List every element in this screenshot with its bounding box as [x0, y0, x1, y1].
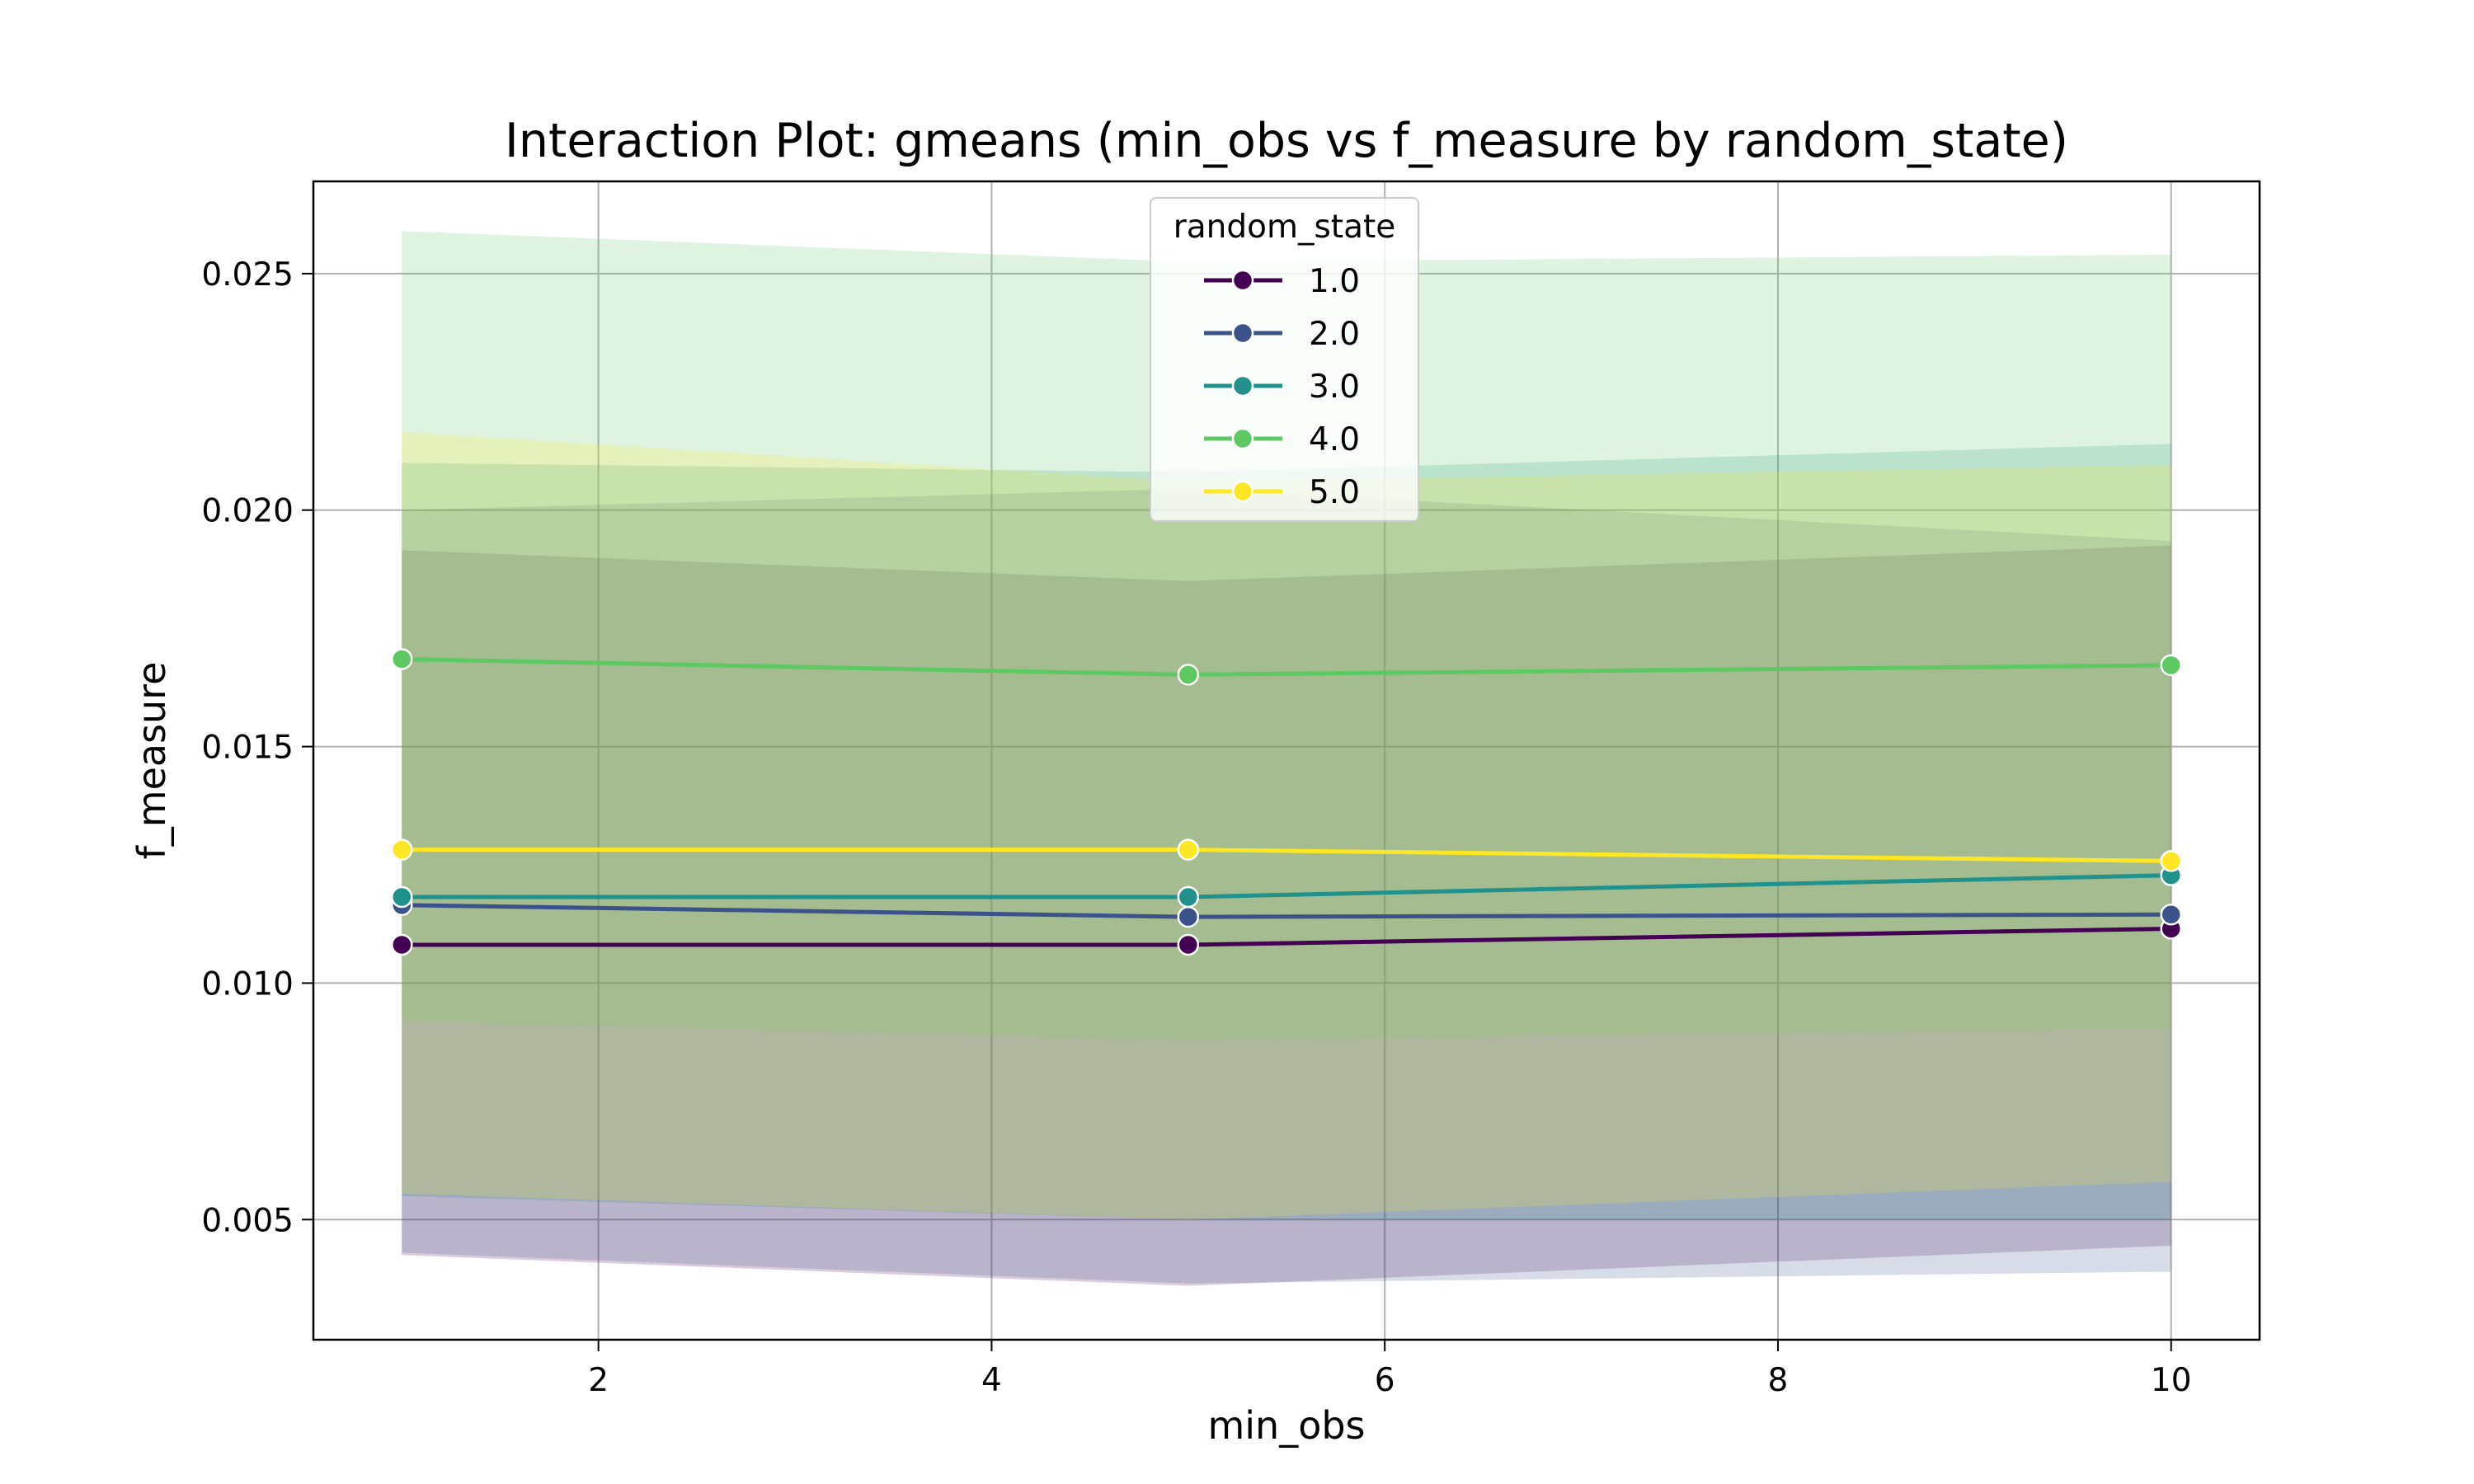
data-point	[1177, 905, 1200, 928]
y-tick-label: 0.020	[201, 493, 294, 530]
confidence-band-4.0	[402, 231, 2171, 1040]
y-tick-label: 0.015	[201, 730, 294, 767]
x-tick-label: 6	[1375, 1362, 1395, 1399]
y-tick-label: 0.025	[201, 256, 294, 294]
data-point	[1177, 838, 1200, 861]
axis-ticks: 2 4 6 8 10 0.005 0.010 0.015 0.020 0.025	[201, 256, 2191, 1399]
legend: random_state 1.0 2.0 3.0 4.0 5.0	[1150, 197, 1419, 522]
data-point	[391, 933, 413, 956]
x-tick-label: 10	[2151, 1362, 2192, 1399]
legend-box	[1150, 197, 1419, 522]
data-point	[1177, 933, 1200, 956]
legend-label: 1.0	[1309, 263, 1360, 300]
chart-title: Interaction Plot: gmeans (min_obs vs f_m…	[505, 114, 2068, 168]
confidence-band-2.0	[402, 488, 2171, 1284]
x-tick-label: 4	[981, 1362, 1002, 1399]
data-point	[391, 885, 413, 909]
legend-marker-2.0	[1231, 322, 1254, 345]
x-tick-label: 8	[1768, 1362, 1789, 1399]
data-point	[391, 648, 413, 670]
legend-label: 2.0	[1309, 316, 1360, 353]
confidence-band-3.0	[402, 444, 2171, 1220]
x-axis-label: min_obs	[1207, 1403, 1365, 1448]
legend-marker-4.0	[1231, 427, 1254, 450]
data-point	[391, 838, 413, 861]
legend-items: 1.0 2.0 3.0 4.0 5.0	[1204, 263, 1360, 511]
data-point	[2160, 850, 2182, 872]
data-point	[1177, 664, 1200, 686]
y-axis-label: f_measure	[129, 662, 174, 860]
legend-title: random_state	[1174, 209, 1396, 246]
series-markers	[391, 648, 2182, 956]
legend-label: 5.0	[1309, 474, 1360, 511]
legend-marker-3.0	[1231, 374, 1254, 397]
legend-marker-5.0	[1231, 480, 1254, 503]
x-tick-label: 2	[588, 1362, 609, 1399]
data-point	[1177, 885, 1200, 909]
legend-marker-1.0	[1231, 269, 1254, 292]
data-point	[2160, 654, 2182, 677]
plot-frame	[312, 180, 2261, 1341]
confidence-band-5.0	[402, 432, 2171, 1220]
data-point	[2160, 903, 2182, 926]
legend-label: 4.0	[1309, 421, 1360, 458]
legend-label: 3.0	[1309, 369, 1360, 406]
y-tick-label: 0.010	[201, 965, 294, 1003]
y-tick-label: 0.005	[201, 1202, 294, 1239]
